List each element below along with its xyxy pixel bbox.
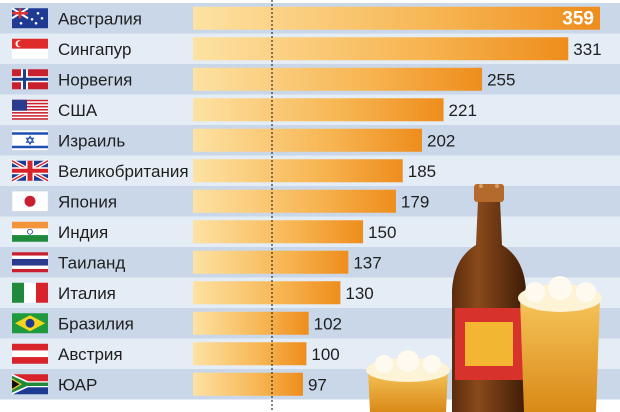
category-label: США [58,101,98,120]
beer-illustration [366,184,602,412]
table-row: Великобритания 185 [0,155,620,186]
category-label: Австралия [58,9,142,28]
south-africa-flag-icon [12,373,48,395]
value-label: 255 [487,70,515,89]
category-label: ЮАР [58,375,97,394]
italy-flag-icon [12,282,48,303]
value-label: 150 [368,223,396,242]
table-row: Австралия 359 [0,3,620,34]
bar [193,67,483,91]
value-label: 102 [314,314,342,333]
israel-flag-icon [11,130,49,151]
category-label: Великобритания [58,162,189,181]
table-row: Израиль 202 [0,125,620,156]
category-label: Норвегия [58,70,132,89]
value-label: 100 [311,345,339,364]
category-label: Таиланд [58,253,125,272]
beer-bottle-icon [452,184,526,412]
singapore-flag-icon [12,38,48,59]
value-label: 97 [308,375,327,394]
category-label: Япония [58,192,117,211]
value-label: 331 [573,40,601,59]
bar [193,98,444,122]
bar [193,6,600,30]
bar [193,159,403,183]
japan-flag-icon [11,191,49,212]
uk-flag-icon [11,159,49,183]
bar [193,250,349,274]
bar [193,37,569,61]
bar [193,281,341,305]
category-label: Италия [58,284,116,303]
value-label: 221 [449,101,477,120]
table-row: Норвегия 255 [0,64,620,95]
bar [193,311,309,335]
category-label: Израиль [58,131,125,150]
value-label: 137 [353,253,381,272]
thailand-flag-icon [12,252,48,273]
value-label: 359 [562,8,594,29]
value-label: 179 [401,192,429,211]
table-row: Таиланд 137 [0,247,620,278]
bar [193,342,307,366]
bar [193,128,423,152]
category-label: Индия [58,223,108,242]
bar [193,372,303,396]
norway-flag-icon [12,69,48,90]
austria-flag-icon [12,343,48,364]
india-flag-icon [12,221,48,242]
value-label: 202 [427,131,455,150]
table-row: США 221 [0,94,620,125]
table-row: Япония 179 [0,186,620,217]
value-label: 130 [345,284,373,303]
beer-mug-icon [518,276,602,412]
value-label: 185 [408,162,436,181]
beer-glass-icon [366,350,450,412]
table-row: Сингапур 331 [0,33,620,64]
usa-flag-icon [12,99,48,120]
australia-flag-icon [11,7,48,29]
category-label: Бразилия [58,314,134,333]
category-label: Австрия [58,345,123,364]
table-row: Индия 150 [0,216,620,247]
bar [193,189,396,213]
category-label: Сингапур [58,40,131,59]
bar [193,220,364,244]
brazil-flag-icon [12,313,48,334]
